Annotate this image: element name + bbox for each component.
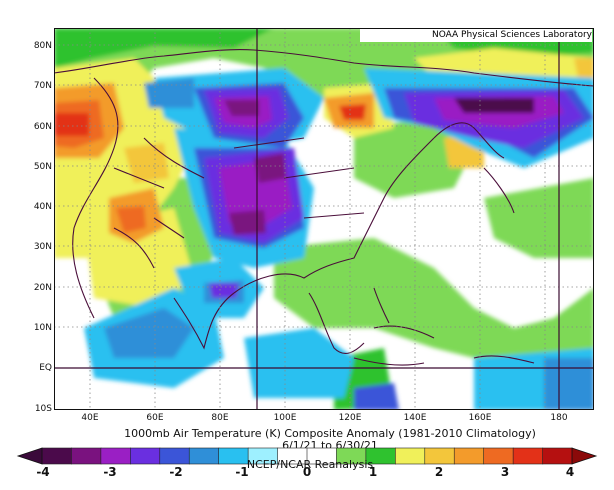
lat-label: 20N bbox=[33, 283, 52, 293]
colorbar-label: -1 bbox=[235, 465, 249, 479]
colorbar-segment bbox=[71, 447, 102, 465]
lon-label: 120E bbox=[338, 413, 362, 423]
graticule bbox=[54, 28, 594, 410]
lon-label: 80E bbox=[211, 413, 229, 423]
colorbar-label: 3 bbox=[500, 465, 510, 479]
lon-label: 160E bbox=[468, 413, 492, 423]
credit-label: NOAA Physical Sciences Laboratory bbox=[360, 29, 592, 42]
colorbar-label: 0 bbox=[302, 465, 312, 479]
lat-label: 30N bbox=[33, 242, 52, 252]
colorbar bbox=[16, 447, 598, 465]
colorbar-segment bbox=[41, 447, 73, 465]
colorbar-segment bbox=[512, 447, 544, 465]
lon-label: 180 bbox=[550, 413, 568, 423]
lat-label: 10N bbox=[33, 323, 52, 333]
lon-label: 40E bbox=[81, 413, 99, 423]
colorbar-label: 1 bbox=[368, 465, 378, 479]
colorbar-segment bbox=[130, 447, 161, 465]
map-svg bbox=[54, 28, 594, 410]
colorbar-label: 2 bbox=[434, 465, 444, 479]
coastlines bbox=[54, 49, 594, 366]
colorbar-label: -4 bbox=[36, 465, 50, 479]
lat-label: 40N bbox=[33, 202, 52, 212]
anomaly-field bbox=[54, 28, 594, 410]
lat-label: EQ bbox=[39, 363, 52, 373]
lat-label: 10S bbox=[34, 404, 52, 414]
lon-label: 100E bbox=[273, 413, 297, 423]
colorbar-segment bbox=[100, 447, 131, 465]
source-label: NCEP/NCAR Reanalysis bbox=[246, 458, 374, 471]
colorbar-label: -2 bbox=[169, 465, 183, 479]
colorbar-segment bbox=[483, 447, 514, 465]
lon-label: 60E bbox=[146, 413, 164, 423]
lat-label: 70N bbox=[33, 81, 52, 91]
lat-label: 60N bbox=[33, 122, 52, 132]
anomaly-map bbox=[54, 28, 594, 410]
colorbar-segment bbox=[542, 447, 573, 465]
map-border bbox=[54, 28, 594, 410]
lon-label: 140E bbox=[403, 413, 427, 423]
colorbar-right-arrow bbox=[571, 447, 598, 465]
lat-label: 80N bbox=[33, 41, 52, 51]
map-title: 1000mb Air Temperature (K) Composite Ano… bbox=[124, 427, 536, 440]
colorbar-label: -3 bbox=[103, 465, 117, 479]
reference-lines bbox=[54, 28, 594, 410]
colorbar-label: 4 bbox=[565, 465, 575, 479]
colorbar-segments bbox=[41, 447, 573, 465]
lat-label: 50N bbox=[33, 162, 52, 172]
colorbar-left-arrow bbox=[16, 447, 43, 465]
colorbar-segment bbox=[453, 447, 485, 465]
